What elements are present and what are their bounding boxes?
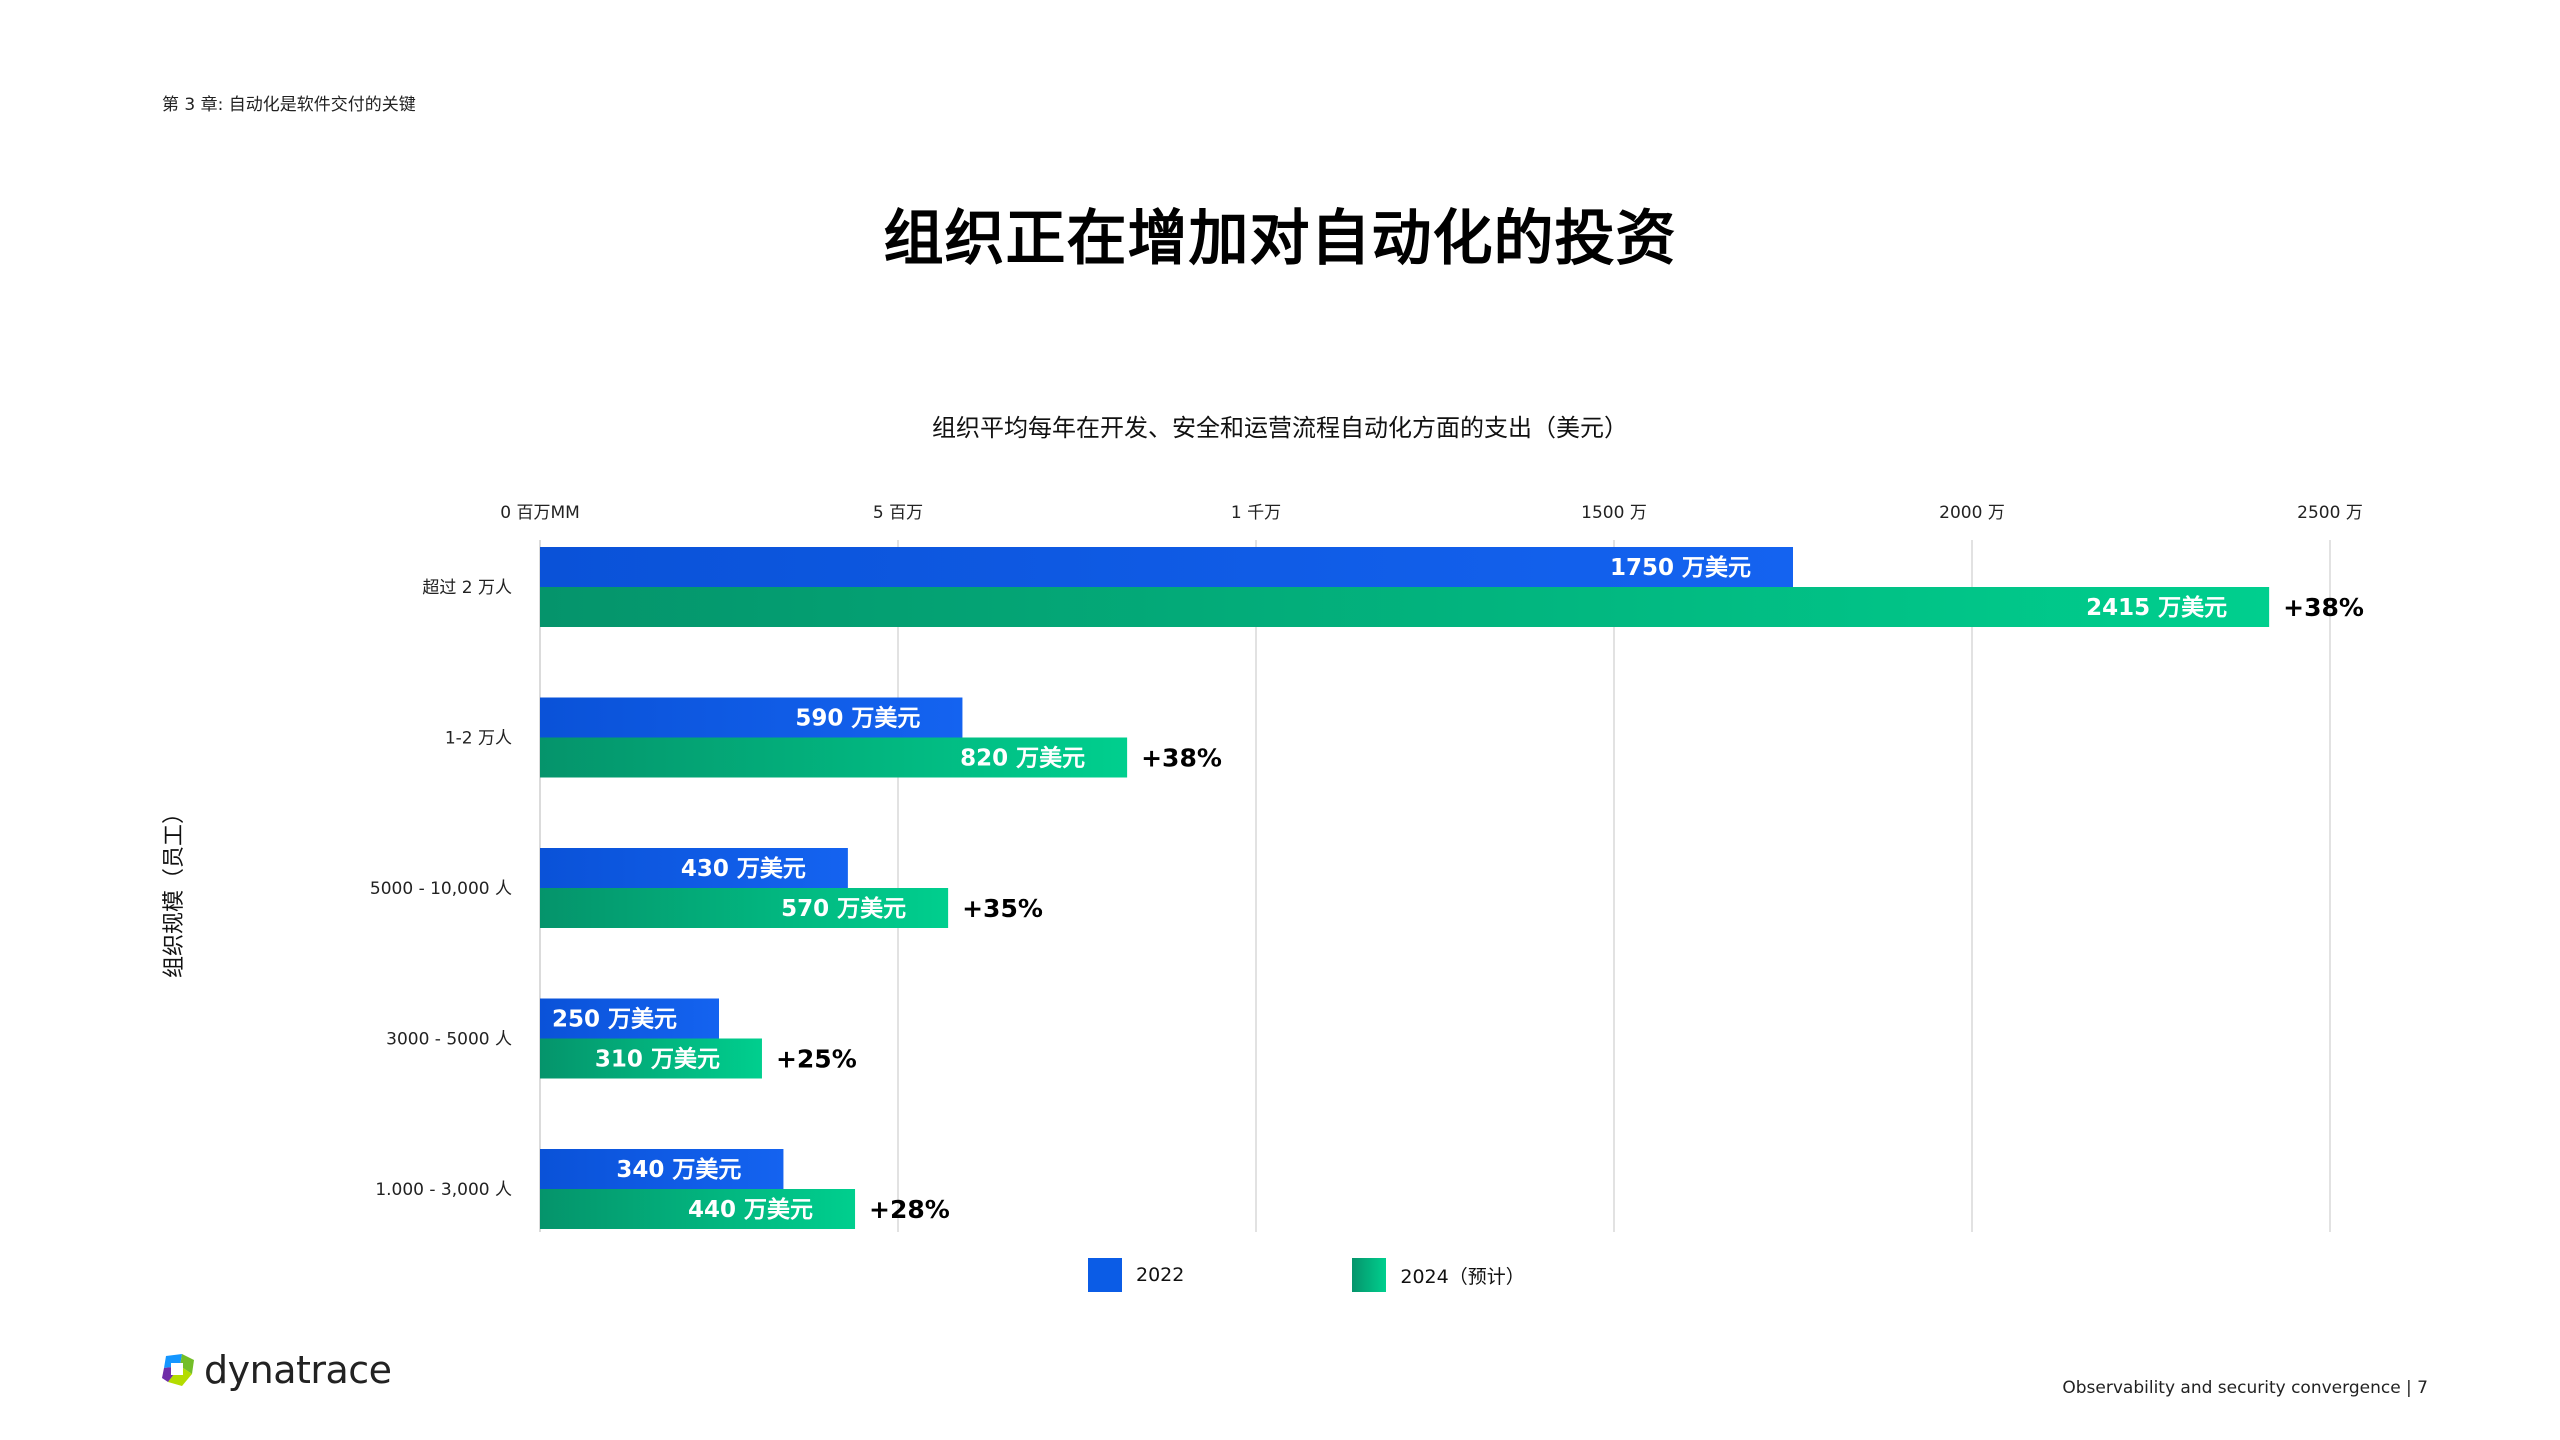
bar-value-label: 310 万美元 <box>595 1046 720 1073</box>
bar-value-label: 590 万美元 <box>795 705 920 732</box>
legend-item-2024: 2024（预计） <box>1352 1258 1525 1292</box>
bar-2024 <box>540 587 2270 627</box>
page-title: 组织正在增加对自动化的投资 <box>883 204 1677 274</box>
legend-swatch-2022 <box>1088 1258 1122 1292</box>
category-label: 超过 2 万人 <box>422 578 512 598</box>
dynatrace-logo-icon <box>162 1354 194 1386</box>
bar-value-label: 440 万美元 <box>688 1196 813 1223</box>
bar-value-label: 1750 万美元 <box>1610 554 1751 581</box>
growth-label: +38% <box>2283 593 2364 622</box>
footer-caption: Observability and security convergence |… <box>2062 1378 2428 1398</box>
bar-2024 <box>540 888 949 928</box>
legend-label-2024: 2024（预计） <box>1400 1265 1525 1288</box>
x-tick-label: 1 千万 <box>1231 503 1281 523</box>
category-label: 3000 - 5000 人 <box>386 1030 512 1050</box>
bar-value-label: 340 万美元 <box>616 1156 741 1183</box>
growth-label: +28% <box>869 1195 950 1224</box>
x-tick-label: 2500 万 <box>2297 503 2363 523</box>
chapter-label: 第 3 章: 自动化是软件交付的关键 <box>162 95 416 115</box>
x-tick-label: 2000 万 <box>1939 503 2005 523</box>
legend-label-2022: 2022 <box>1136 1264 1185 1286</box>
bar-value-label: 570 万美元 <box>781 895 906 922</box>
x-tick-label: 5 百万 <box>873 503 923 523</box>
bar-value-label: 820 万美元 <box>960 745 1085 772</box>
growth-label: +38% <box>1141 744 1222 773</box>
bar-2024 <box>540 1038 762 1079</box>
dynatrace-logo: dynatrace <box>160 1348 392 1392</box>
legend-item-2022: 2022 <box>1088 1258 1184 1292</box>
chart-title: 组织平均每年在开发、安全和运营流程自动化方面的支出（美元） <box>932 414 1628 442</box>
x-tick-label: 1500 万 <box>1581 503 1647 523</box>
bar-2022 <box>540 998 719 1039</box>
category-label: 1-2 万人 <box>445 729 512 749</box>
bar-2022 <box>540 697 963 738</box>
bar-value-label: 250 万美元 <box>552 1006 677 1033</box>
category-label: 1.000 - 3,000 人 <box>375 1180 512 1200</box>
brand-name: dynatrace <box>204 1348 392 1392</box>
bar-value-label: 430 万美元 <box>681 855 806 882</box>
bar-2022 <box>540 547 1793 587</box>
bar-2024 <box>540 1189 856 1229</box>
category-label: 5000 - 10,000 人 <box>370 879 512 899</box>
bar-value-label: 2415 万美元 <box>2086 594 2227 621</box>
legend-swatch-2024 <box>1352 1258 1387 1292</box>
x-tick-label: 0 百万MM <box>500 503 580 523</box>
bar-2024 <box>540 737 1128 778</box>
growth-label: +25% <box>776 1045 857 1074</box>
chart-legend: 2022 2024（预计） <box>1088 1258 1693 1292</box>
bar-2022 <box>540 848 848 888</box>
growth-label: +35% <box>962 894 1043 923</box>
bar-2022 <box>540 1149 784 1189</box>
